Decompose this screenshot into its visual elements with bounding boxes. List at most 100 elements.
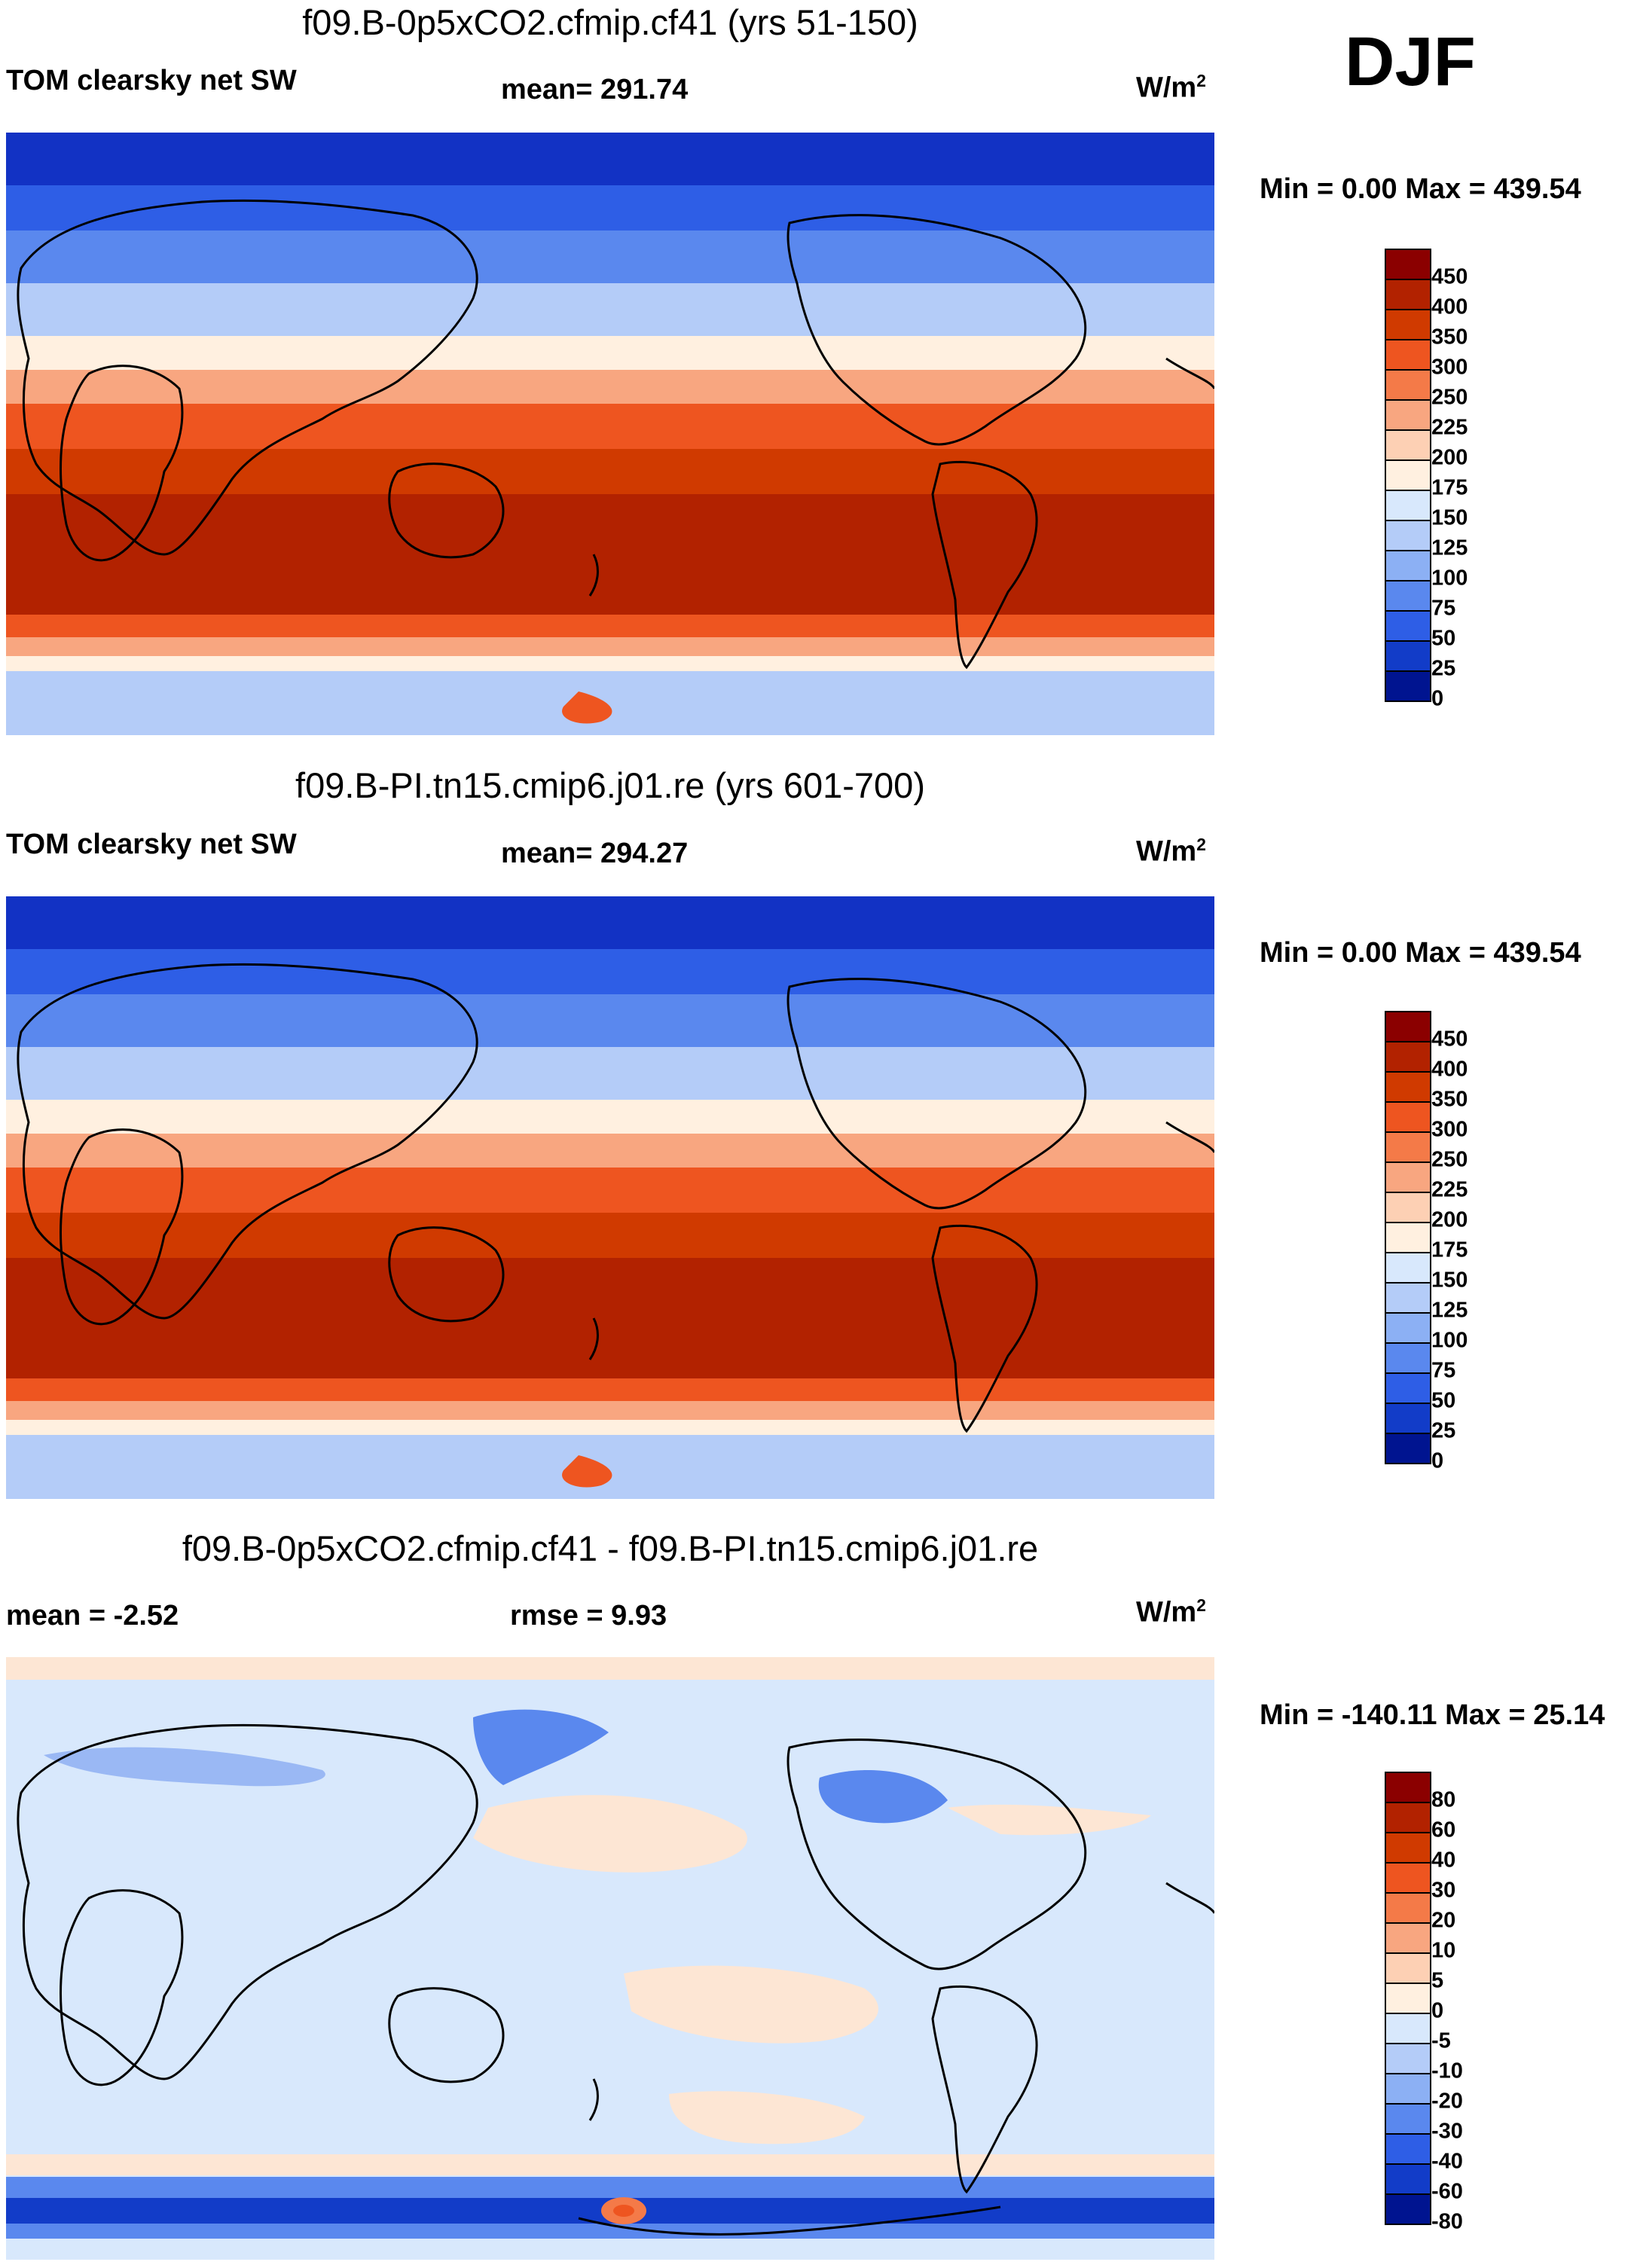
colorbar-tick-label: 5 [1431, 1968, 1444, 1993]
colorbar-swatch [1385, 1433, 1431, 1464]
panel-3-minmax: Min = -140.11 Max = 25.14 [1260, 1699, 1605, 1731]
panel-3-title: f09.B-0p5xCO2.cfmip.cf41 - f09.B-PI.tn15… [182, 1528, 1039, 1568]
colorbar-tick-label: 400 [1431, 295, 1468, 319]
panel-1-minmax: Min = 0.00 Max = 439.54 [1260, 173, 1581, 205]
colorbar-swatch [1385, 1802, 1431, 1833]
colorbar-tick-label: 75 [1431, 596, 1456, 621]
panel-3-units: W/m2 [1136, 1595, 1206, 1629]
panel-1-mean: mean= 291.74 [501, 74, 689, 105]
colorbar-swatch [1385, 1832, 1431, 1864]
colorbar-swatch [1385, 1252, 1431, 1284]
season-label: DJF [1345, 23, 1476, 100]
colorbar-swatch [1385, 1312, 1431, 1344]
colorbar-swatch [1385, 610, 1431, 642]
colorbar-swatch [1385, 369, 1431, 401]
colorbar-tick-label: 125 [1431, 1298, 1468, 1323]
panel-2-mean: mean= 294.27 [501, 838, 689, 869]
panel-3-map [6, 1657, 1214, 2260]
colorbar-tick-label: -40 [1431, 2149, 1463, 2174]
colorbar-tick-label: -30 [1431, 2119, 1463, 2144]
colorbar-tick-label: 25 [1431, 656, 1456, 681]
colorbar-swatch [1385, 2103, 1431, 2135]
panel-1-variable: TOM clearsky net SW [6, 65, 297, 96]
colorbar-tick-label: -10 [1431, 2059, 1463, 2083]
colorbar-swatch [1385, 490, 1431, 521]
colorbar-tick-label: 30 [1431, 1878, 1456, 1903]
colorbar-tick-label: 0 [1431, 1998, 1444, 2023]
colorbar-tick-label: 25 [1431, 1418, 1456, 1443]
colorbar-tick-label: -60 [1431, 2179, 1463, 2204]
colorbar-swatch [1385, 1131, 1431, 1163]
colorbar-swatch [1385, 2193, 1431, 2225]
colorbar-swatch [1385, 249, 1431, 280]
colorbar-swatch [1385, 1071, 1431, 1103]
colorbar-tick-label: 0 [1431, 1448, 1444, 1473]
colorbar-swatch [1385, 1282, 1431, 1314]
colorbar-tick-label: 225 [1431, 1177, 1468, 1202]
colorbar-swatch [1385, 1952, 1431, 1984]
colorbar-tick-label: 175 [1431, 475, 1468, 500]
panel-2-minmax: Min = 0.00 Max = 439.54 [1260, 937, 1581, 969]
colorbar-tick-label: 450 [1431, 1027, 1468, 1052]
colorbar-tick-label: 350 [1431, 1087, 1468, 1112]
colorbar-swatch [1385, 1403, 1431, 1434]
colorbar-tick-label: 125 [1431, 536, 1468, 560]
colorbar-tick-label: 100 [1431, 1328, 1468, 1353]
colorbar-swatch [1385, 2013, 1431, 2044]
colorbar-tick-label: -80 [1431, 2209, 1463, 2234]
colorbar-swatch [1385, 1342, 1431, 1374]
colorbar-swatch [1385, 1222, 1431, 1253]
colorbar-tick-label: 0 [1431, 686, 1444, 711]
panel-1-title: f09.B-0p5xCO2.cfmip.cf41 (yrs 51-150) [302, 2, 918, 42]
colorbar-tick-label: 80 [1431, 1787, 1456, 1812]
colorbar-swatch [1385, 399, 1431, 431]
colorbar-tick-label: 50 [1431, 1388, 1456, 1413]
colorbar-tick-label: 10 [1431, 1938, 1456, 1963]
colorbar-tick-label: 250 [1431, 1147, 1468, 1172]
panel-1-units: W/m2 [1136, 71, 1206, 104]
colorbar-tick-label: 150 [1431, 1268, 1468, 1293]
panel-3-rmse: rmse = 9.93 [510, 1600, 667, 1632]
colorbar-swatch [1385, 1772, 1431, 1803]
colorbar-swatch [1385, 1101, 1431, 1133]
panel-1-colorbar [1385, 249, 1431, 702]
colorbar-swatch [1385, 1161, 1431, 1193]
panel-1-map [6, 133, 1214, 735]
colorbar-swatch [1385, 459, 1431, 491]
colorbar-swatch [1385, 2163, 1431, 2195]
panel-3-colorbar [1385, 1772, 1431, 2225]
colorbar-tick-label: 150 [1431, 505, 1468, 530]
colorbar-swatch [1385, 1192, 1431, 1223]
panel-2-units: W/m2 [1136, 835, 1206, 868]
panel-2-variable: TOM clearsky net SW [6, 829, 297, 860]
colorbar-swatch [1385, 429, 1431, 461]
colorbar-swatch [1385, 520, 1431, 551]
colorbar-swatch [1385, 1372, 1431, 1404]
colorbar-tick-label: 300 [1431, 1117, 1468, 1142]
colorbar-tick-label: 200 [1431, 1207, 1468, 1232]
colorbar-tick-label: 200 [1431, 445, 1468, 470]
colorbar-tick-label: 225 [1431, 415, 1468, 440]
colorbar-swatch [1385, 2043, 1431, 2074]
panel-2-map [6, 896, 1214, 1499]
colorbar-tick-label: 40 [1431, 1848, 1456, 1873]
colorbar-tick-label: 50 [1431, 626, 1456, 651]
colorbar-tick-label: 350 [1431, 325, 1468, 350]
colorbar-swatch [1385, 1011, 1431, 1042]
colorbar-swatch [1385, 580, 1431, 612]
colorbar-swatch [1385, 670, 1431, 702]
colorbar-tick-label: 100 [1431, 566, 1468, 591]
colorbar-swatch [1385, 309, 1431, 340]
colorbar-tick-label: 75 [1431, 1358, 1456, 1383]
colorbar-swatch [1385, 2073, 1431, 2105]
panel-3-mean: mean = -2.52 [6, 1600, 179, 1632]
colorbar-swatch [1385, 1862, 1431, 1894]
colorbar-tick-label: 450 [1431, 264, 1468, 289]
panel-2-title: f09.B-PI.tn15.cmip6.j01.re (yrs 601-700) [295, 765, 925, 805]
colorbar-tick-label: 175 [1431, 1238, 1468, 1262]
colorbar-swatch [1385, 1922, 1431, 1954]
colorbar-swatch [1385, 2133, 1431, 2165]
colorbar-swatch [1385, 1041, 1431, 1073]
panel-2-colorbar [1385, 1011, 1431, 1464]
colorbar-tick-label: 300 [1431, 355, 1468, 380]
